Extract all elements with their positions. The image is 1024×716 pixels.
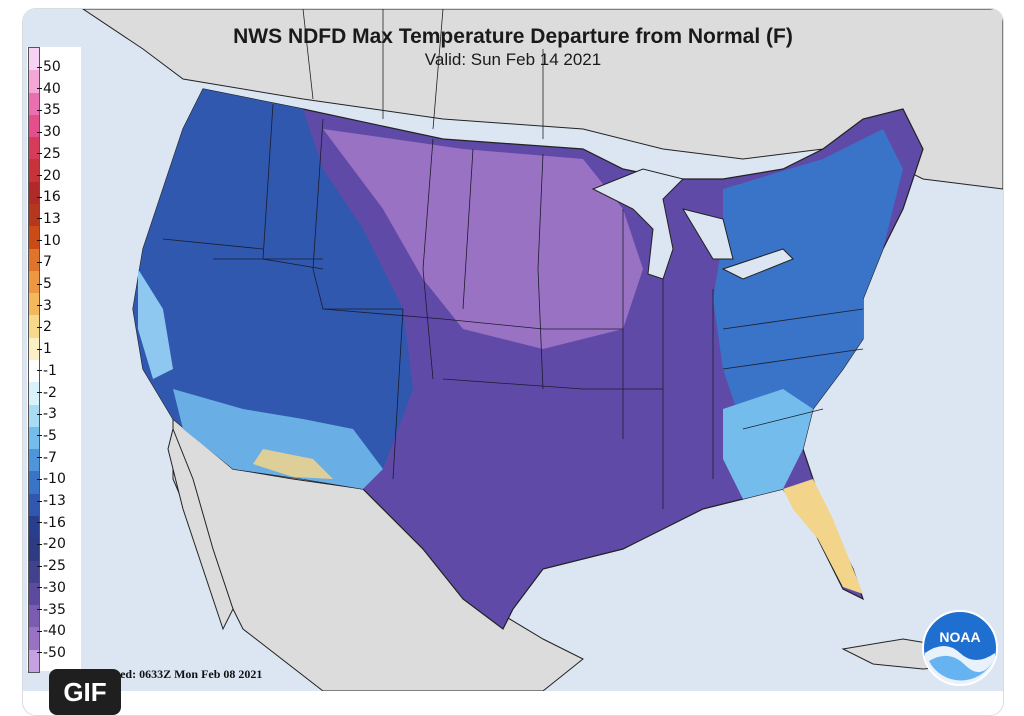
legend-label: -7 [37,451,57,465]
legend-label: 3 [37,299,52,313]
canada-boundaries [302,9,544,139]
legend-label: 1 [37,342,52,356]
legend-label: -13 [37,494,66,508]
state-boundaries [162,103,864,509]
noaa-logo-text: NOAA [939,629,980,645]
legend-label: 10 [37,234,61,248]
legend-label: 40 [37,82,61,96]
legend-label: 30 [37,125,61,139]
legend-swatch [29,382,39,406]
legend-swatch [29,404,39,428]
legend-swatch [29,516,39,539]
legend-swatch [29,248,39,272]
legend-swatch [29,627,39,651]
legend-swatch [29,471,39,495]
east-cold-zone [713,129,903,429]
legend-label: -40 [37,624,66,638]
legend-swatch [29,293,39,316]
legend-label: 20 [37,169,61,183]
legend-label: -16 [37,516,66,530]
legend-swatch [29,560,39,584]
temperature-departure-map: NWS NDFD Max Temperature Departure from … [23,9,1003,691]
legend-swatch [29,270,39,294]
legend-swatch [29,426,39,450]
legend-label: 35 [37,103,61,117]
legend-swatch [29,360,39,383]
legend-swatch [29,114,39,138]
legend-swatch [29,449,39,472]
tweet-media-card: NWS NDFD Max Temperature Departure from … [22,8,1004,716]
legend-swatch [29,226,39,250]
legend-label: -20 [37,537,66,551]
legend-swatch [29,493,39,517]
legend-swatch [29,315,39,339]
map-valid-date: Valid: Sun Feb 14 2021 [424,50,602,69]
legend-swatch [29,649,39,673]
gif-badge-button[interactable]: GIF [49,669,121,715]
baja-land [167,427,234,631]
northern-plains-zone [323,129,643,349]
legend-label: 5 [37,277,52,291]
noaa-logo: NOAA [922,610,998,686]
legend-swatch [29,605,39,628]
legend-label: -30 [37,581,66,595]
legend-label: -10 [37,472,66,486]
florida-warm-zone [783,479,863,594]
legend-label: -35 [37,603,66,617]
legend-label: 25 [37,147,61,161]
southeast-mild-zone [723,389,813,499]
legend-label: 16 [37,190,61,204]
legend-swatch [29,181,39,205]
legend-label: -25 [37,559,66,573]
legend-swatch [29,538,39,562]
legend-swatch [29,70,39,94]
legend-color-bar [28,47,40,673]
legend-swatch [29,204,39,227]
map-graphic [82,9,1003,691]
legend-swatch [29,48,39,71]
legend-label: 7 [37,255,52,269]
legend-label: 13 [37,212,61,226]
legend-label: 2 [37,320,52,334]
great-lakes [591,168,794,280]
map-title: NWS NDFD Max Temperature Departure from … [233,25,793,48]
created-timestamp: Created: 0633Z Mon Feb 08 2021 [91,667,263,681]
legend-swatch [29,337,39,361]
legend-label: 50 [37,60,61,74]
legend-label: -3 [37,407,57,421]
southwest-mild-zone [173,389,383,489]
legend-label: -5 [37,429,57,443]
color-legend: 50 40 35 30 25 20 16 13 10 7 5 3 2 1 -1 -2 -3 -5 -7 -10 -13 -… [27,47,81,673]
legend-label: -1 [37,364,57,378]
arizona-warm-zone [253,449,333,479]
legend-label: -2 [37,386,57,400]
legend-swatch [29,159,39,183]
legend-label: -50 [37,646,66,660]
west-cold-zone [133,89,413,489]
legend-swatch [29,92,39,116]
california-light-zone [138,269,173,379]
legend-swatch [29,137,39,160]
legend-swatch [29,582,39,606]
